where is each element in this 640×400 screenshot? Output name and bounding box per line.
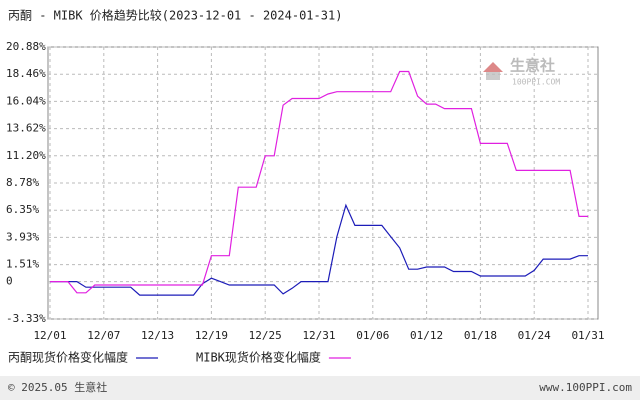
y-tick-label: 3.93% bbox=[6, 230, 39, 243]
watermark: 生意社 100PPI.COM bbox=[483, 57, 560, 87]
y-tick-label: 8.78% bbox=[6, 176, 39, 189]
footer-bar bbox=[0, 376, 640, 400]
x-tick-label: 12/13 bbox=[141, 329, 174, 342]
x-tick-label: 12/25 bbox=[249, 329, 282, 342]
y-tick-label: 18.46% bbox=[6, 67, 46, 80]
y-tick-label: 11.20% bbox=[6, 149, 46, 162]
y-tick-label: 6.35% bbox=[6, 203, 39, 216]
x-tick-label: 12/19 bbox=[195, 329, 228, 342]
y-tick-label: -3.33% bbox=[6, 312, 46, 325]
footer-site: www.100PPI.com bbox=[539, 381, 632, 394]
y-tick-label: 0 bbox=[6, 275, 13, 288]
legend-label: MIBK现货价格变化幅度 bbox=[196, 350, 321, 365]
series-line bbox=[50, 70, 588, 294]
x-tick-label: 12/31 bbox=[302, 329, 335, 342]
x-tick-label: 01/06 bbox=[356, 329, 389, 342]
y-tick-label: 20.88% bbox=[6, 40, 46, 53]
watermark-logo bbox=[486, 72, 500, 80]
x-tick-label: 01/12 bbox=[410, 329, 443, 342]
y-tick-label: 13.62% bbox=[6, 122, 46, 135]
watermark-brand: 生意社 bbox=[510, 57, 555, 75]
plot-area bbox=[47, 46, 599, 320]
x-tick-label: 01/18 bbox=[464, 329, 497, 342]
watermark-site: 100PPI.COM bbox=[512, 78, 560, 87]
legend-label: 丙酮现货价格变化幅度 bbox=[8, 350, 128, 365]
x-tick-label: 12/07 bbox=[87, 329, 120, 342]
footer-copyright: © 2025.05 生意社 bbox=[8, 380, 107, 394]
x-tick-label: 12/01 bbox=[33, 329, 66, 342]
series-line bbox=[50, 203, 588, 296]
y-tick-label: 1.51% bbox=[6, 258, 39, 271]
x-tick-label: 01/24 bbox=[518, 329, 551, 342]
chart-title: 丙酮 - MIBK 价格趋势比较(2023-12-01 - 2024-01-31… bbox=[8, 8, 342, 23]
y-tick-label: 16.04% bbox=[6, 94, 46, 107]
watermark-logo bbox=[483, 62, 503, 72]
x-tick-label: 01/31 bbox=[571, 329, 604, 342]
